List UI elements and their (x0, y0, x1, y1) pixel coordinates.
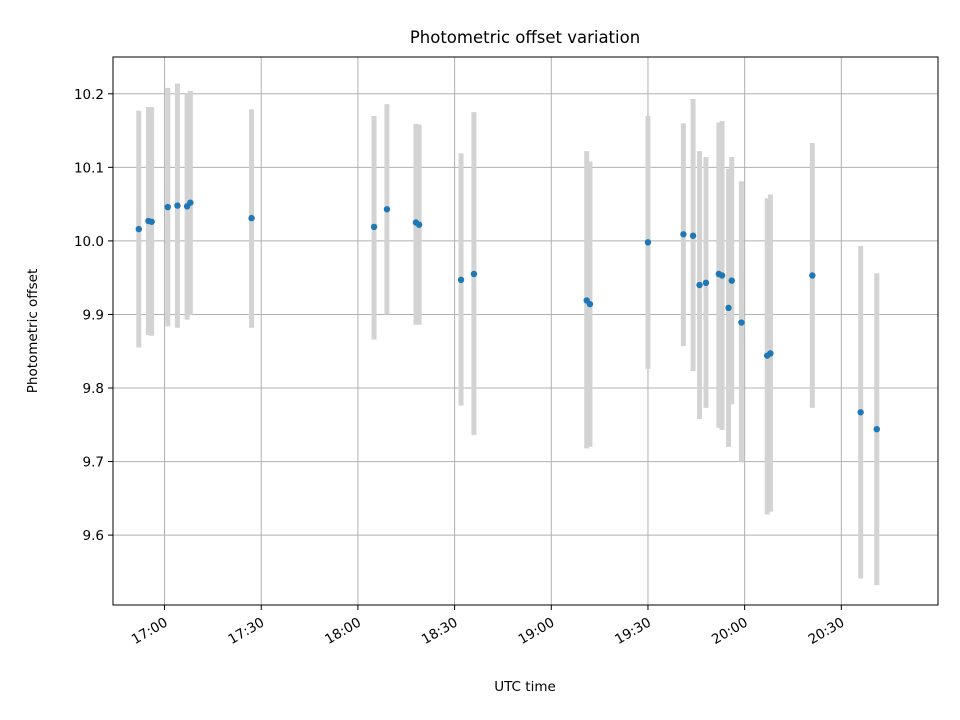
data-point (644, 239, 652, 246)
data-point (457, 276, 465, 284)
y-tick-label: 9.6 (83, 528, 104, 544)
data-point (857, 409, 864, 416)
y-tick-label: 10.2 (74, 87, 104, 103)
data-point (725, 304, 732, 312)
data-point (728, 277, 735, 284)
data-point (164, 203, 171, 211)
data-point (470, 270, 478, 278)
y-tick-label: 9.7 (83, 455, 104, 471)
data-point (873, 425, 880, 433)
data-point (767, 350, 774, 357)
data-point (248, 214, 255, 222)
data-points (135, 199, 880, 433)
x-axis-label: UTC time (494, 679, 556, 695)
y-axis-label: Photometric offset (25, 269, 41, 393)
data-point (135, 225, 142, 233)
data-point (174, 202, 181, 209)
data-point (738, 319, 745, 326)
data-point (718, 272, 726, 279)
data-point (702, 279, 710, 287)
y-tick-label: 9.8 (83, 381, 104, 397)
data-point (689, 232, 697, 239)
data-point (809, 272, 816, 279)
data-point (415, 221, 423, 228)
data-point (586, 300, 594, 308)
data-point (148, 218, 155, 225)
data-point (383, 206, 391, 213)
y-tick-label: 10.1 (74, 160, 104, 176)
data-point (696, 281, 703, 289)
chart-title: Photometric offset variation (410, 28, 640, 47)
data-point (187, 199, 194, 206)
y-tick-label: 9.9 (83, 307, 104, 323)
y-tick-label: 10.0 (74, 234, 104, 250)
data-point (680, 231, 687, 238)
data-point (370, 223, 378, 231)
plot-frame (112, 56, 939, 606)
